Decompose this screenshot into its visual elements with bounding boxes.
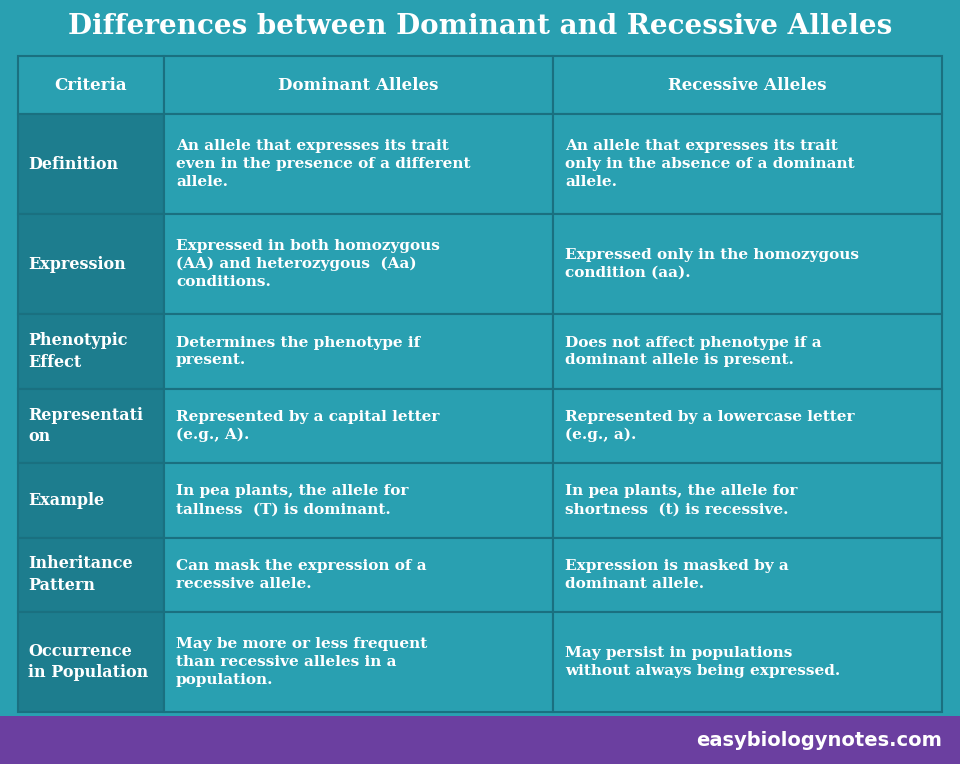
Text: Can mask the expression of a
recessive allele.: Can mask the expression of a recessive a… xyxy=(176,558,426,591)
Text: Representati
on: Representati on xyxy=(28,406,143,445)
Text: Phenotypic
Effect: Phenotypic Effect xyxy=(28,332,128,371)
Text: May persist in populations
without always being expressed.: May persist in populations without alway… xyxy=(565,646,840,678)
Text: Expressed in both homozygous
(AA) and heterozygous  (Aa)
conditions.: Expressed in both homozygous (AA) and he… xyxy=(176,239,440,290)
Bar xyxy=(553,389,942,463)
Bar xyxy=(164,612,553,712)
Text: Occurrence
in Population: Occurrence in Population xyxy=(28,643,148,681)
Bar xyxy=(18,538,164,612)
Text: Differences between Dominant and Recessive Alleles: Differences between Dominant and Recessi… xyxy=(68,12,892,40)
Text: Criteria: Criteria xyxy=(55,76,128,93)
Bar xyxy=(553,114,942,214)
Text: Determines the phenotype if
present.: Determines the phenotype if present. xyxy=(176,335,420,367)
Bar xyxy=(18,389,164,463)
Bar xyxy=(553,56,942,114)
Bar xyxy=(553,214,942,314)
Bar xyxy=(18,612,164,712)
Bar xyxy=(553,463,942,538)
Bar xyxy=(18,463,164,538)
Bar xyxy=(164,314,553,389)
Text: easybiologynotes.com: easybiologynotes.com xyxy=(696,730,942,749)
Text: An allele that expresses its trait
only in the absence of a dominant
allele.: An allele that expresses its trait only … xyxy=(565,139,854,189)
Text: Inheritance
Pattern: Inheritance Pattern xyxy=(28,555,132,594)
Bar xyxy=(18,114,164,214)
Bar xyxy=(164,463,553,538)
Bar xyxy=(164,538,553,612)
Bar xyxy=(18,314,164,389)
Text: An allele that expresses its trait
even in the presence of a different
allele.: An allele that expresses its trait even … xyxy=(176,139,470,189)
Text: Represented by a lowercase letter
(e.g., a).: Represented by a lowercase letter (e.g.,… xyxy=(565,410,854,442)
Bar xyxy=(164,214,553,314)
Text: Expression: Expression xyxy=(28,256,126,273)
Text: Expression is masked by a
dominant allele.: Expression is masked by a dominant allel… xyxy=(565,558,789,591)
Text: Definition: Definition xyxy=(28,156,118,173)
Text: In pea plants, the allele for
tallness  (T) is dominant.: In pea plants, the allele for tallness (… xyxy=(176,484,408,516)
Text: Expressed only in the homozygous
condition (aa).: Expressed only in the homozygous conditi… xyxy=(565,248,859,280)
Bar xyxy=(164,56,553,114)
Bar xyxy=(553,538,942,612)
Bar xyxy=(553,612,942,712)
Text: Example: Example xyxy=(28,492,104,509)
Text: May be more or less frequent
than recessive alleles in a
population.: May be more or less frequent than recess… xyxy=(176,637,427,687)
Bar xyxy=(164,389,553,463)
Bar xyxy=(553,314,942,389)
Bar xyxy=(0,716,960,764)
Bar xyxy=(164,114,553,214)
Text: Recessive Alleles: Recessive Alleles xyxy=(668,76,827,93)
Text: Represented by a capital letter
(e.g., A).: Represented by a capital letter (e.g., A… xyxy=(176,410,440,442)
Text: Dominant Alleles: Dominant Alleles xyxy=(278,76,439,93)
Bar xyxy=(18,56,164,114)
Text: Does not affect phenotype if a
dominant allele is present.: Does not affect phenotype if a dominant … xyxy=(565,335,822,367)
Bar xyxy=(18,214,164,314)
Text: In pea plants, the allele for
shortness  (t) is recessive.: In pea plants, the allele for shortness … xyxy=(565,484,798,516)
